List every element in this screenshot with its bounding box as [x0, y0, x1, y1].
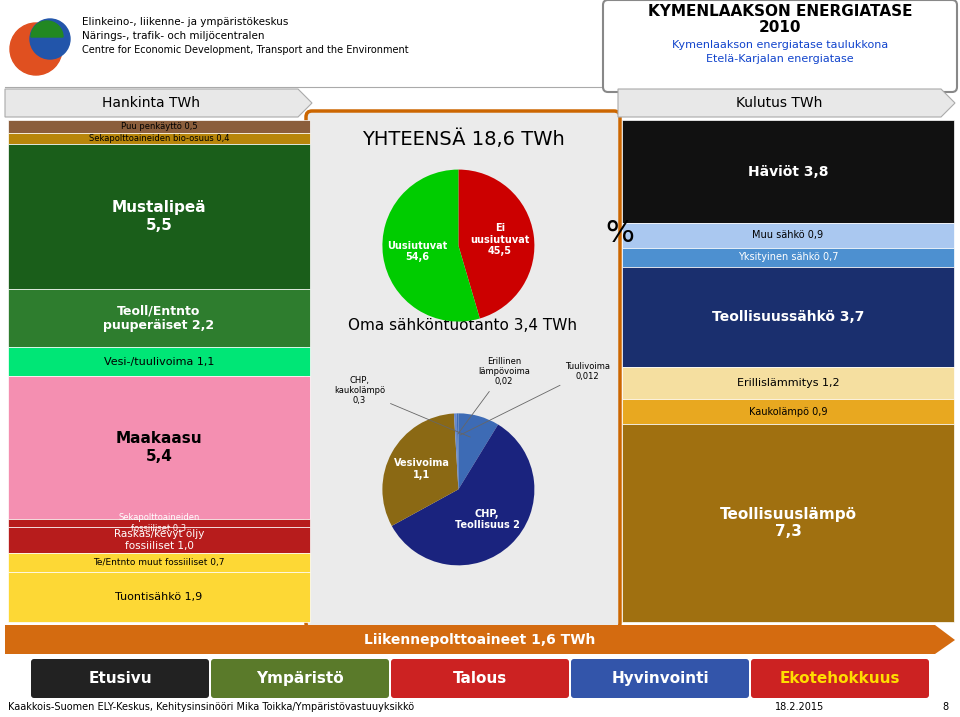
Text: Te/Entnto muut fossiiliset 0,7: Te/Entnto muut fossiiliset 0,7: [93, 558, 225, 567]
Circle shape: [30, 19, 70, 59]
Text: Uusiutuvat
54,6: Uusiutuvat 54,6: [387, 241, 447, 262]
Text: YHTEENSÄ 18,6 TWh: YHTEENSÄ 18,6 TWh: [362, 129, 564, 148]
Text: Vesivoima
1,1: Vesivoima 1,1: [394, 458, 450, 480]
Text: Mustalipeä
5,5: Mustalipeä 5,5: [111, 200, 206, 232]
Polygon shape: [5, 625, 955, 654]
Text: Häviöt 3,8: Häviöt 3,8: [748, 165, 828, 179]
Bar: [622, 367, 954, 399]
Text: 2010: 2010: [758, 19, 802, 34]
Text: 18.2.2015: 18.2.2015: [775, 702, 825, 712]
Text: Kaakkois-Suomen ELY-Keskus, Kehitysinsinööri Mika Toikka/Ympäristövastuuyksikkö: Kaakkois-Suomen ELY-Keskus, Kehitysinsin…: [8, 702, 414, 712]
Text: Hankinta TWh: Hankinta TWh: [103, 96, 201, 110]
Text: Teoll/Entnto
puuperäiset 2,2: Teoll/Entnto puuperäiset 2,2: [104, 304, 215, 332]
Polygon shape: [618, 89, 955, 117]
FancyBboxPatch shape: [571, 659, 749, 698]
Bar: [622, 120, 954, 223]
FancyBboxPatch shape: [391, 659, 569, 698]
Bar: [8, 289, 310, 347]
Text: Vesi-/tuulivoima 1,1: Vesi-/tuulivoima 1,1: [104, 357, 214, 367]
Bar: [8, 133, 310, 144]
Text: Maakaasu
5,4: Maakaasu 5,4: [116, 432, 203, 464]
Wedge shape: [31, 21, 63, 37]
Bar: [8, 519, 310, 527]
Text: Kymenlaakson energiatase taulukkona: Kymenlaakson energiatase taulukkona: [672, 40, 888, 50]
Text: Etelä-Karjalan energiatase: Etelä-Karjalan energiatase: [707, 54, 853, 64]
Text: Erillinen
lämpövoima
0,02: Erillinen lämpövoima 0,02: [458, 356, 530, 434]
Text: CHP,
Teollisuus 2: CHP, Teollisuus 2: [455, 509, 519, 531]
Text: %: %: [606, 219, 635, 249]
FancyBboxPatch shape: [31, 659, 209, 698]
Wedge shape: [457, 413, 459, 489]
Bar: [8, 120, 310, 133]
Text: Kulutus TWh: Kulutus TWh: [736, 96, 823, 110]
Text: Yksityinen sähkö 0,7: Yksityinen sähkö 0,7: [737, 252, 838, 262]
Text: Kaukolämpö 0,9: Kaukolämpö 0,9: [749, 407, 828, 417]
FancyBboxPatch shape: [306, 111, 620, 629]
Text: Etusivu: Etusivu: [88, 671, 152, 686]
Text: 8: 8: [942, 702, 948, 712]
Text: Hyvinvointi: Hyvinvointi: [612, 671, 708, 686]
Text: Tuulivoima
0,012: Tuulivoima 0,012: [460, 362, 611, 435]
Text: Puu penkäyttö 0,5: Puu penkäyttö 0,5: [121, 122, 198, 131]
Text: Teollisuussähkö 3,7: Teollisuussähkö 3,7: [711, 310, 864, 324]
Text: Centre for Economic Development, Transport and the Environment: Centre for Economic Development, Transpo…: [82, 45, 409, 55]
Bar: [622, 399, 954, 424]
Text: Närings-, trafik- och miljöcentralen: Närings-, trafik- och miljöcentralen: [82, 31, 265, 41]
Text: Liikennepolttoaineet 1,6 TWh: Liikennepolttoaineet 1,6 TWh: [364, 633, 596, 647]
Text: Sekapolttoaineiden
fossiiliset 0,3: Sekapolttoaineiden fossiiliset 0,3: [118, 513, 200, 533]
Bar: [622, 267, 954, 367]
Text: Tuontisähkö 1,9: Tuontisähkö 1,9: [115, 592, 203, 602]
Polygon shape: [5, 89, 312, 117]
Bar: [8, 376, 310, 519]
Text: Ei
uusiutuvat
45,5: Ei uusiutuvat 45,5: [470, 223, 530, 256]
Bar: [8, 571, 310, 622]
Bar: [622, 424, 954, 622]
Text: Erillislämmitys 1,2: Erillislämmitys 1,2: [736, 378, 839, 388]
Text: Talous: Talous: [453, 671, 507, 686]
Wedge shape: [382, 414, 459, 526]
Bar: [8, 144, 310, 289]
Text: Sekapolttoaineiden bio-osuus 0,4: Sekapolttoaineiden bio-osuus 0,4: [88, 134, 229, 143]
Text: Ympäristö: Ympäristö: [256, 671, 344, 686]
Bar: [622, 223, 954, 247]
Wedge shape: [454, 414, 459, 489]
FancyBboxPatch shape: [603, 0, 957, 92]
Bar: [622, 247, 954, 267]
Bar: [8, 527, 310, 554]
Text: Muu sähkö 0,9: Muu sähkö 0,9: [753, 230, 824, 240]
Text: Raskas/kevyt öljy
fossiiliset 1,0: Raskas/kevyt öljy fossiiliset 1,0: [114, 529, 204, 551]
Bar: [8, 347, 310, 376]
Bar: [8, 554, 310, 571]
Text: Oma sähköntuotanto 3,4 TWh: Oma sähköntuotanto 3,4 TWh: [348, 318, 578, 333]
Wedge shape: [382, 169, 480, 321]
Text: Teollisuuslämpö
7,3: Teollisuuslämpö 7,3: [719, 507, 856, 539]
Text: Elinkeino-, liikenne- ja ympäristökeskus: Elinkeino-, liikenne- ja ympäristökeskus: [82, 17, 288, 27]
Text: Ekotehokkuus: Ekotehokkuus: [780, 671, 900, 686]
Text: CHP,
kaukolämpö
0,3: CHP, kaukolämpö 0,3: [334, 376, 470, 437]
Wedge shape: [458, 413, 498, 489]
FancyBboxPatch shape: [751, 659, 929, 698]
FancyBboxPatch shape: [211, 659, 389, 698]
Wedge shape: [392, 424, 535, 565]
Wedge shape: [458, 169, 535, 318]
Circle shape: [10, 23, 62, 75]
Text: KYMENLAAKSON ENERGIATASE: KYMENLAAKSON ENERGIATASE: [648, 4, 912, 19]
